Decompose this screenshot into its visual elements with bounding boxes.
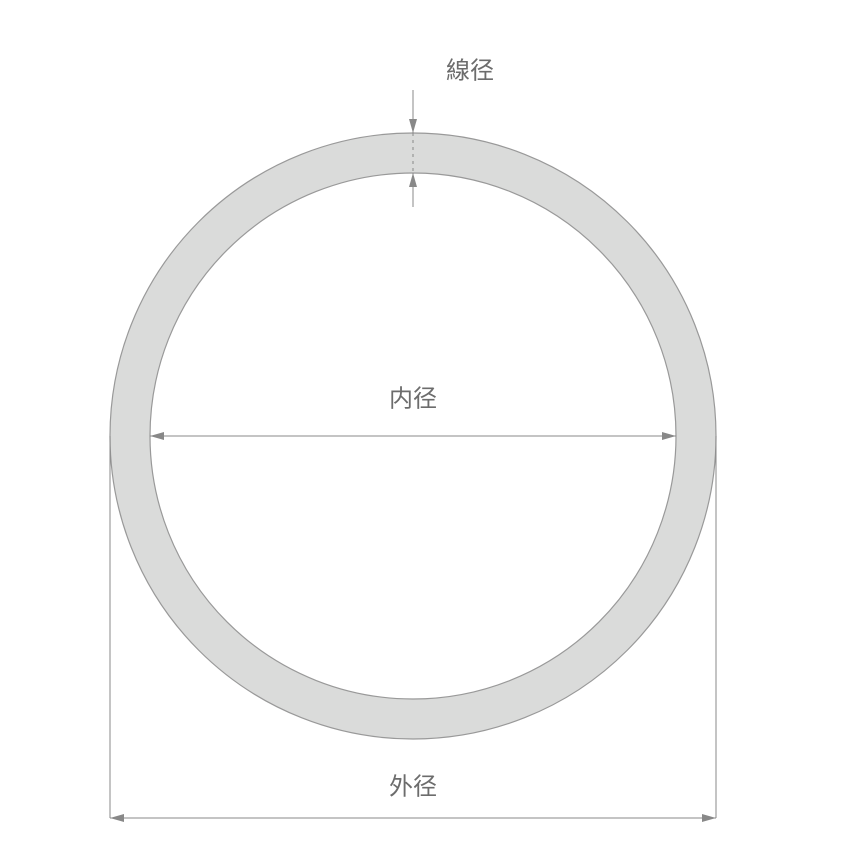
arrowhead	[702, 814, 716, 822]
oring-dimension-diagram: 線径内径外径	[0, 0, 850, 850]
arrowhead	[110, 814, 124, 822]
arrowhead	[409, 119, 417, 133]
thickness-label: 線径	[446, 57, 494, 84]
inner-diameter-label: 内径	[389, 385, 437, 412]
outer-diameter-label: 外径	[389, 773, 437, 800]
